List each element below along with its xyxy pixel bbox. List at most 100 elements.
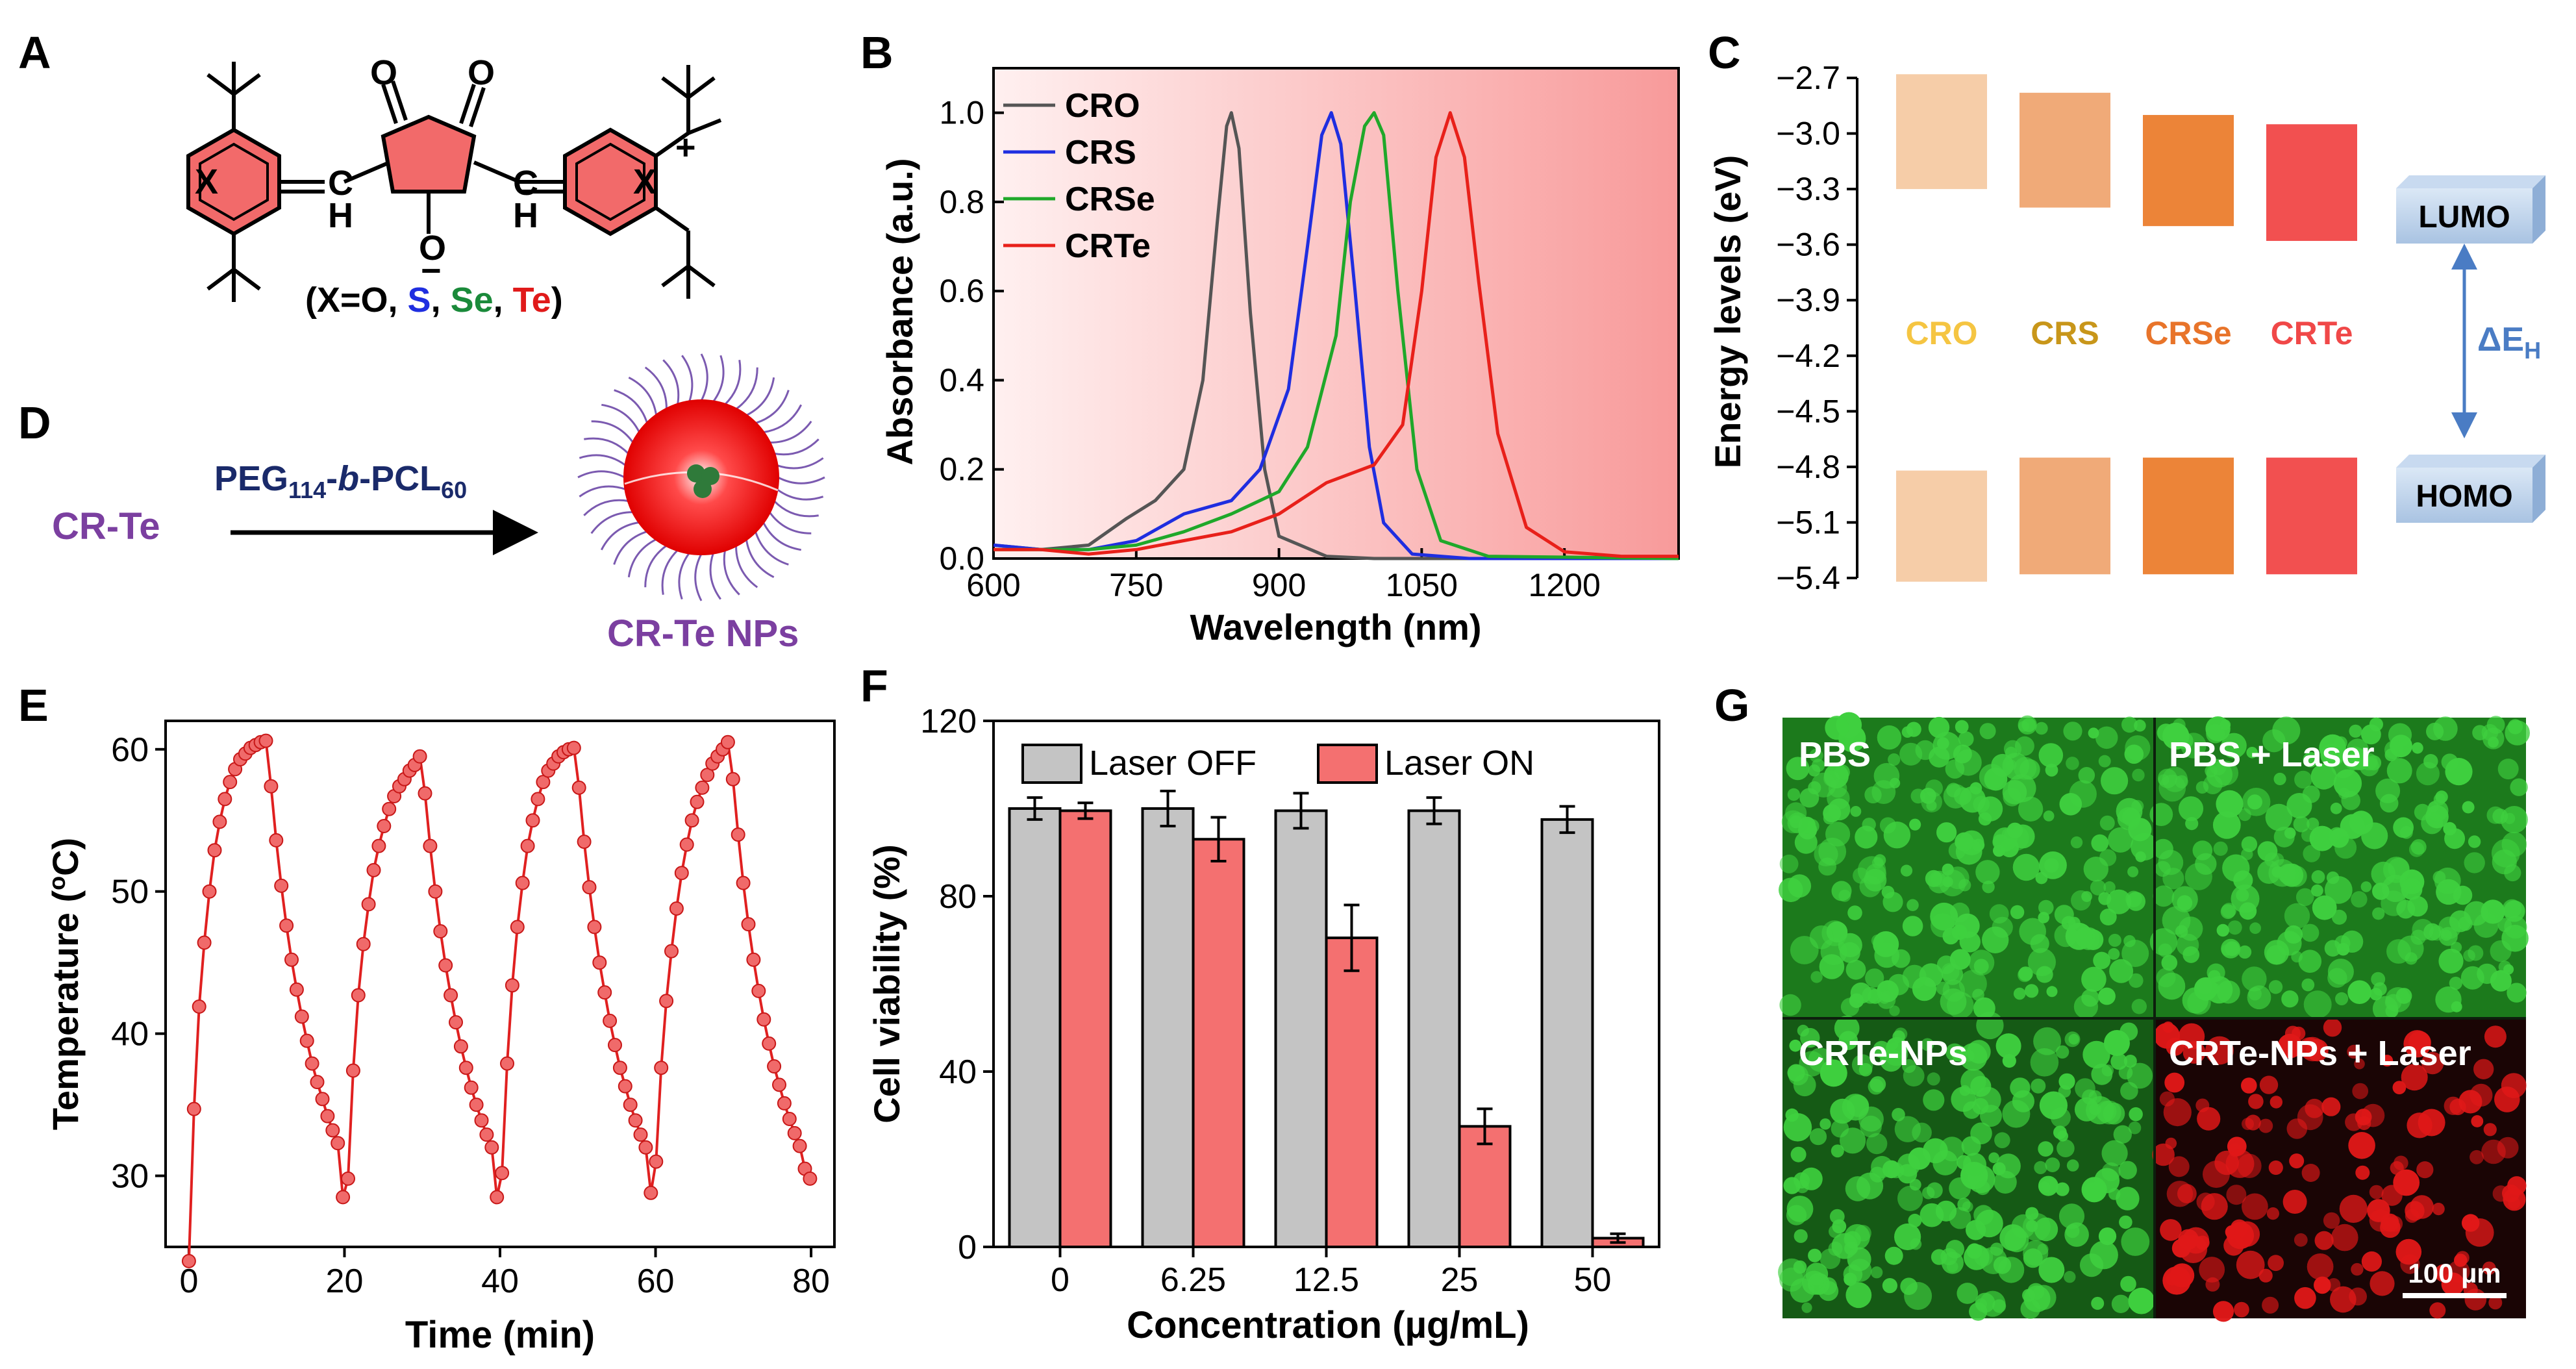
g-live-cell [1882,892,1903,912]
c-y-tick-label: −4.2 [1776,338,1840,374]
g-live-cell [2153,885,2175,907]
g-live-cell [2068,1034,2079,1045]
g-live-cell [2091,834,2109,852]
g-dead-cell [2164,1072,2185,1093]
g-live-cell [1992,916,2013,938]
g-live-cell [1949,949,1971,970]
g-label-crte-nps: CRTe-NPs [1799,1034,1968,1073]
g-live-cell [2438,927,2458,946]
g-live-cell [1955,832,1974,851]
g-live-cell [1949,902,1970,923]
g-dead-cell [2227,1222,2255,1250]
g-live-cell [2099,909,2117,925]
g-dead-cell [2201,1193,2228,1220]
c-homo-bar-crs [2020,457,2110,575]
g-live-cell [2012,1090,2034,1112]
e-data-point [767,1059,782,1074]
peg-chain [614,389,648,424]
g-dead-cell [2286,1118,2308,1139]
central-ring [381,114,477,194]
b-series-line-cro [993,111,1679,560]
g-live-cell [2458,916,2473,931]
g-live-cell [2099,849,2117,866]
atom-h-right: H [513,196,538,235]
g-live-cell [1955,720,1969,734]
g-dead-cell [2458,1090,2482,1114]
g-live-cell [1946,783,1961,798]
g-live-cell [2063,722,2082,741]
g-live-cell [1897,1185,1923,1211]
g-dead-cell [2483,1123,2497,1137]
g-live-cell [2103,881,2116,894]
f-bar-laser-off [1274,809,1328,1248]
g-live-cell [1779,994,1801,1016]
g-live-cell [2268,980,2283,994]
g-dead-cell [2154,1023,2180,1049]
g-dead-cell [2195,1098,2210,1112]
g-live-cell [2400,825,2413,839]
g-dead-cell [2408,1031,2431,1054]
g-live-cell [2156,968,2176,988]
g-dead-cell [2352,1083,2369,1099]
atom-o-left: O [370,53,397,92]
g-dead-cell [2205,1036,2234,1065]
g-dead-cell [2159,1091,2175,1107]
panel-a-structure: X X + O O O − C H C H (X=O, S, Se, Te) [186,53,722,320]
e-data-point [181,1253,196,1268]
e-data-point [654,1061,669,1075]
g-live-cell [1794,1172,1810,1189]
g-live-cell [1830,1098,1855,1124]
g-dead-cell [2225,1149,2255,1178]
g-dead-cell [2305,1098,2325,1118]
g-live-cell [2157,768,2177,788]
g-dead-cell [2429,1302,2446,1319]
g-live-cell [2311,884,2323,897]
g-live-cell [2075,1078,2095,1099]
e-data-point [474,1113,489,1128]
g-live-cell [2320,743,2344,768]
g-live-cell [2298,949,2322,973]
g-live-cell [2462,801,2475,814]
panel-label-a: A [18,27,51,78]
c-y-tick-label: −4.5 [1776,393,1840,429]
g-live-cell [2098,1227,2117,1246]
c-category-label: CRSe [2145,315,2231,351]
g-live-cell [2301,923,2320,942]
g-live-cell [1845,959,1866,980]
e-data-point [490,1190,505,1205]
g-live-cell [2050,1107,2071,1128]
b-y-tick-label: 0.4 [939,362,984,398]
g-live-cell [2023,1285,2051,1312]
g-live-cell [2464,852,2485,873]
g-live-cell [1923,1138,1948,1164]
g-live-cell [2039,851,2067,879]
e-data-point [592,955,607,970]
c-lumo-bar-crse [2143,115,2234,227]
g-live-cell [2135,851,2146,862]
g-live-cell [1882,1278,1897,1294]
e-data-point [597,985,612,1000]
g-live-cell [2399,869,2425,894]
g-live-cell [2018,796,2044,822]
g-live-cell [2335,992,2349,1005]
f-y-tick-label: 40 [939,1053,977,1091]
g-live-cell [2025,984,2039,998]
g-live-cell [2064,1271,2076,1283]
g-dead-cell [2416,1161,2434,1179]
g-live-cell [2065,922,2093,950]
b-x-tick-label: 1050 [1386,567,1458,603]
g-live-cell [1928,716,1950,738]
g-live-cell [2038,912,2049,923]
g-dead-cell [2268,1255,2284,1272]
peg-chain [579,485,626,497]
g-live-cell [2121,1227,2150,1256]
g-live-cell [2445,758,2473,786]
g-live-cell [2370,988,2382,1001]
g-live-cell [2334,935,2351,951]
g-dead-cell [2410,1195,2434,1219]
g-live-cell [2178,796,2204,822]
g-live-cell [2121,716,2138,733]
e-y-tick-label: 60 [111,731,149,769]
g-live-cell [2177,895,2193,911]
g-live-cell [2293,816,2310,833]
